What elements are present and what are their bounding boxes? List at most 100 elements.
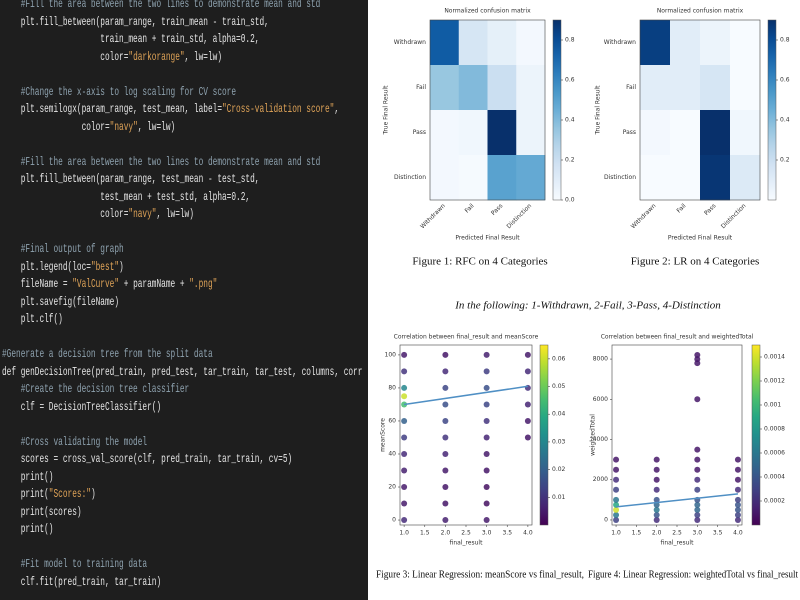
colorbar-tick-label: 0.8 [780,37,790,44]
heatmap-cell [458,65,488,111]
y-axis-label: weightedTotal [590,414,597,456]
scatter-point [613,466,620,473]
scatter-point [734,501,741,508]
colorbar-tick-label: 0.05 [552,383,566,390]
code-token: , lw=lw) [156,207,194,221]
code-line: clf = DecisionTreeClassifier() [2,399,362,417]
heatmap-cell [640,155,671,201]
heatmap-cell [458,110,488,156]
code-token: color= [2,119,110,134]
y-category-label: Pass [413,129,426,136]
code-token: color= [2,49,129,64]
code-token: def genDecisionTree(pred_train, pred_tes… [2,364,363,379]
legend-note: In the following: 1-Withdrawn, 2-Fail, 3… [454,300,721,312]
code-token: clf = DecisionTreeClassifier() [2,399,162,414]
plot-frame [639,19,761,201]
colorbar-tick-label: 0.03 [552,438,566,445]
heatmap-cell [487,20,517,66]
colorbar-tick-label: 0.0006 [764,450,785,457]
code-line: print() [2,521,362,539]
scatter-point [653,486,660,493]
code-token: clf.fit(pred_train, tar_train) [2,574,162,589]
scatter-point [401,351,408,358]
code-line: color="darkorange", lw=lw) [2,49,362,67]
heatmap-cell [700,20,731,66]
heatmap-cell [458,155,488,201]
colorbar-tick-label: 0.06 [552,355,566,362]
heatmap-cell [487,155,517,201]
code-line: plt.fill_between(param_range, test_mean … [2,171,362,189]
scatter-point [653,466,660,473]
code-line: plt.savefig(fileName) [2,294,362,312]
code-token: print() [2,522,54,536]
scatter-point [613,486,620,493]
scatter-point [734,516,741,523]
scatter-point [483,384,490,391]
code-token: print() [2,469,54,484]
scatter-point [694,456,701,463]
caption: Figure 2: LR on 4 Categories [631,256,760,268]
scatter-point [483,434,490,441]
heatmap-cell [700,65,731,111]
scatter-point [442,517,449,524]
scatter-point [483,517,490,524]
code-string: "best" [90,259,120,274]
x-tick-label: 3.5 [713,530,723,537]
scatter-point [613,456,620,463]
code-string: "navy" [109,119,138,134]
code-line: color="navy", lw=lw) [2,119,362,137]
colorbar-tick-label: 0.001 [764,402,781,409]
scatter-point [442,467,449,474]
scatter-point [694,486,701,493]
scatter-point [613,511,620,518]
scatter-point [694,516,701,523]
code-token: print(scores) [2,504,82,519]
scatter-point [524,417,531,424]
y-tick-label: 2000 [593,476,608,483]
y-category-label: Withdrawn [394,39,426,46]
x-axis-label: final_result [661,540,695,547]
code-block: #Generate a decision tree from the split… [2,346,362,416]
code-text: #Fill the area between the two lines to … [2,0,362,600]
scatter-point [401,484,408,491]
scatter-point [483,484,490,491]
code-block: #Final output of graph plt.legend(loc="b… [2,241,362,329]
scatter-point [694,501,701,508]
y-tick-label: 8000 [593,356,608,363]
colorbar-tick-label: 0.6 [780,77,790,84]
heatmap-cell [487,65,517,111]
code-token: scores = cross_val_score(clf, pred_train… [2,452,293,466]
scatter-point [483,351,490,358]
scatter-point [653,496,660,503]
code-token: train_mean + train_std, alpha=0.2, [2,32,260,46]
scatter-point [694,506,701,513]
y-category-label: Fail [416,84,426,91]
code-string: ".png" [189,277,218,291]
code-token: + paramName + [119,277,190,291]
y-axis-label: meanScore [380,418,387,452]
code-block: #Fill the area between the two lines to … [2,154,362,224]
y-tick-label: 80 [388,384,396,391]
code-token: plt.fill_between(param_range, train_mean… [2,14,269,29]
code-block: #Change the x-axis to log scaling for CV… [2,84,362,137]
scatter-point [613,506,620,513]
scatter-point [694,466,701,473]
scatter-point [694,511,701,518]
scatter-point [734,476,741,483]
scatter-point [442,484,449,491]
colorbar [539,344,549,526]
code-block: #Cross validating the model scores = cro… [2,434,362,539]
scatter-point [401,500,408,507]
scatter-point [401,417,408,424]
heatmap-cell [730,20,761,66]
code-token: ) [90,487,96,501]
code-line: train_mean + train_std, alpha=0.2, [2,31,362,49]
y-tick-label: 0 [604,516,608,523]
heatmap-cell [516,65,546,111]
scatter-point [694,352,701,359]
heatmap-cell [640,110,671,156]
y-category-label: Pass [623,129,636,136]
code-line: #Final output of graph [2,242,124,256]
heatmap-cell [430,155,460,201]
y-category-label: Withdrawn [604,39,636,46]
